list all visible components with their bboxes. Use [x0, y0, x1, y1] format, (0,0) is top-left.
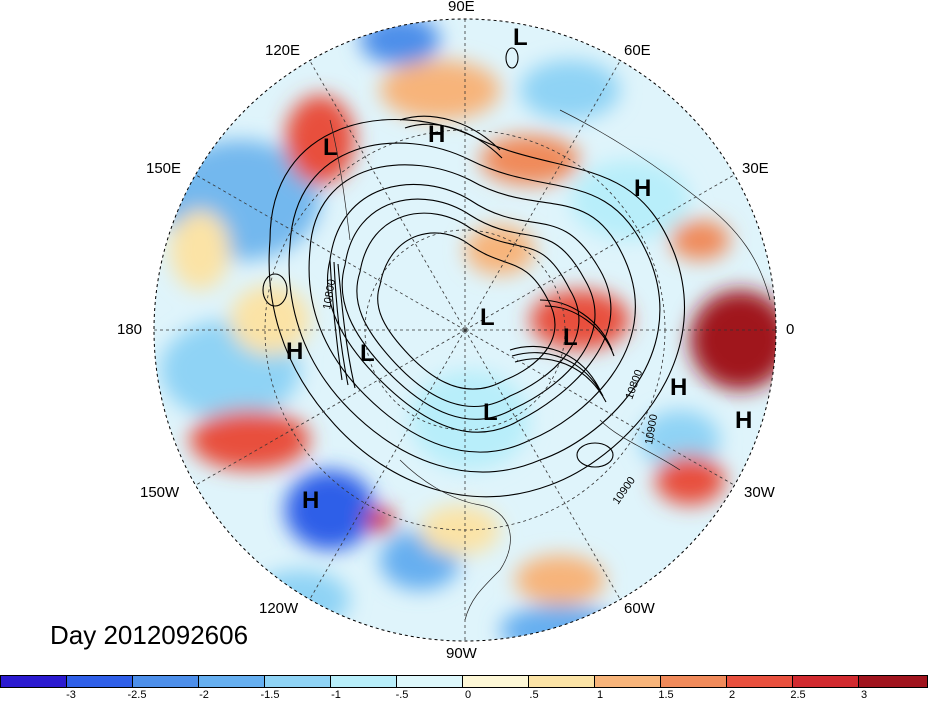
polar-map: H L H L H L H L H L L H H 10800 10800 10… [153, 18, 777, 642]
pressure-center-label: L [513, 24, 528, 51]
colorbar-tick-label: 2 [728, 689, 736, 701]
colorbar-tick-label: 3 [860, 689, 868, 701]
colorbar-bin [858, 675, 928, 688]
colorbar-tick-label: 2.5 [790, 689, 806, 701]
colorbar-tick-label: -1.5 [260, 689, 280, 701]
longitude-label-upper-left: 120E [265, 42, 301, 59]
colorbar-bin [330, 675, 397, 688]
pressure-center-label: H [302, 487, 319, 514]
colorbar-bin [66, 675, 133, 688]
colorbar: -3 -2.5 -2 -1.5 -1 -.5 0 .5 1 1.5 2 2.5 … [0, 675, 928, 702]
longitude-label-bottom: 90W [446, 645, 477, 662]
longitude-label-lower-right: 60W [624, 600, 655, 617]
height-contours [262, 47, 686, 498]
date-caption: Day 2012092606 [50, 620, 249, 650]
graticule [154, 19, 776, 641]
pressure-center-label: L [480, 304, 495, 331]
colorbar-tick-label: -2.5 [127, 689, 147, 701]
pressure-center-label: H [670, 374, 687, 401]
pressure-center-label: L [323, 134, 338, 161]
colorbar-bin [462, 675, 529, 688]
colorbar-tick-label: -3 [66, 689, 76, 701]
colorbar-tick-label: 0 [464, 689, 472, 701]
longitude-label-mid-upper-left: 150E [146, 160, 182, 177]
pressure-center-label: L [483, 399, 498, 426]
longitude-label-mid-lower-left: 150W [140, 484, 180, 501]
colorbar-tick-label: .5 [529, 689, 539, 701]
longitude-label-right: 0 [786, 321, 795, 338]
longitude-label-left: 180 [117, 321, 143, 338]
longitude-label-mid-upper-right: 30E [742, 160, 769, 177]
colorbar-tick-label: -1 [331, 689, 341, 701]
colorbar-bin [0, 675, 67, 688]
longitude-label-lower-left: 120W [259, 600, 299, 617]
pressure-center-label: H [286, 338, 303, 365]
anomaly-field [154, 19, 776, 641]
colorbar-tick-label: 1.5 [658, 689, 674, 701]
colorbar-bin [264, 675, 331, 688]
map-boundary [153, 18, 777, 642]
longitude-label-top: 90E [448, 0, 475, 15]
coastlines [329, 109, 771, 621]
colorbar-bin [792, 675, 859, 688]
pressure-center-label: H [634, 175, 651, 202]
pressure-center-label: H [428, 121, 445, 148]
pressure-center-label: H [735, 407, 752, 434]
contour-label: 10800 [321, 278, 338, 310]
colorbar-tick-label: 1 [596, 689, 604, 701]
colorbar-tick-label: -2 [199, 689, 209, 701]
colorbar-bin [528, 675, 595, 688]
colorbar-tick-label: -.5 [395, 689, 409, 701]
colorbar-bin [132, 675, 199, 688]
colorbar-bin [198, 675, 265, 688]
colorbar-bin [660, 675, 727, 688]
pressure-center-label: L [563, 324, 578, 351]
pressure-centers: H L H L H L H L H L L H H [286, 24, 752, 514]
colorbar-bin [396, 675, 463, 688]
colorbar-bin [726, 675, 793, 688]
pressure-center-label: L [360, 340, 375, 367]
colorbar-bin [594, 675, 661, 688]
contour-label: 10900 [643, 413, 660, 445]
longitude-label-upper-right: 60E [624, 42, 651, 59]
longitude-label-mid-lower-right: 30W [744, 484, 775, 501]
